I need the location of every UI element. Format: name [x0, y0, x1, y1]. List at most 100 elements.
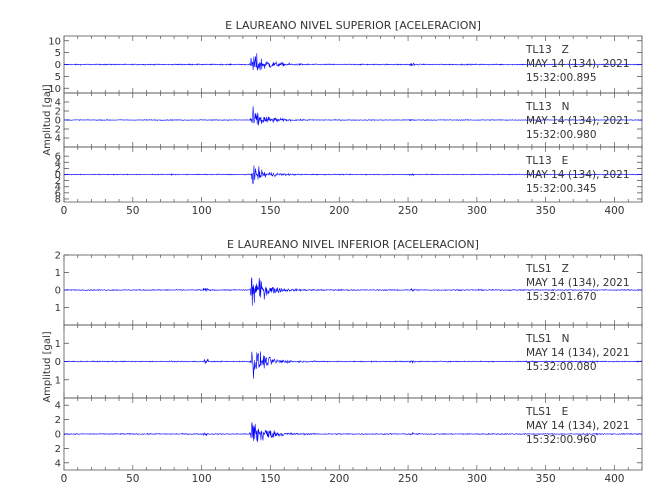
trace-annotation: TL13 N MAY 14 (134), 2021 15:32:00.980: [525, 101, 630, 141]
y-tick-label: 5: [55, 48, 61, 59]
y-tick-label: 2: [55, 125, 61, 136]
y-tick-label: 0: [55, 116, 61, 127]
station-code: TLS1: [525, 406, 552, 418]
x-tick-label: 250: [398, 205, 418, 217]
y-tick-label: 2: [55, 176, 61, 187]
y-tick-label: 5: [55, 72, 61, 83]
component-code: N: [562, 101, 570, 113]
y-axis-label: Amplitud [gal]: [42, 331, 53, 402]
y-tick-label: 0: [55, 430, 61, 441]
y-tick-label: 8: [55, 194, 61, 205]
trace-time: 15:32:01.670: [526, 291, 597, 303]
y-tick-label: 0: [55, 60, 61, 71]
trace-time: 15:32:00.960: [526, 434, 597, 446]
y-axis-label: Amplitud [gal]: [42, 84, 53, 155]
station-component-label: TL13 Z: [525, 44, 569, 56]
x-tick-label: 350: [536, 473, 556, 485]
trace-annotation: TLS1 N MAY 14 (134), 2021 15:32:00.080: [525, 333, 630, 373]
y-tick-label: 2: [55, 415, 61, 426]
trace-annotation: TLS1 E MAY 14 (134), 2021 15:32:00.960: [525, 406, 630, 446]
trace-annotation: TLS1 Z MAY 14 (134), 2021 15:32:01.670: [525, 263, 630, 303]
station-code: TL13: [525, 44, 552, 56]
waveform-tl13-e: [63, 165, 643, 185]
x-tick-label: 200: [329, 473, 349, 485]
station-component-label: TL13 E: [525, 155, 568, 167]
component-code: E: [562, 406, 569, 418]
x-tick-label: 50: [126, 473, 139, 485]
y-tick-label: 0: [55, 170, 61, 181]
component-code: E: [562, 155, 569, 167]
waveform-tl13-n: [63, 106, 643, 126]
x-tick-label: 150: [260, 205, 280, 217]
x-tick-label: 200: [329, 205, 349, 217]
y-tick-label: 4: [55, 134, 61, 145]
x-tick-label: 0: [61, 473, 68, 485]
y-tick-label: 1: [55, 339, 61, 350]
component-code: N: [562, 333, 570, 345]
waveform-tls1-e: [63, 422, 643, 443]
x-tick-label: 300: [467, 205, 487, 217]
trace-panel-tls1-e: 4 2 0 2 4 TLS1 E MAY 14 (134), 2021 15:32:00.960: [55, 397, 643, 471]
x-tick-label: 50: [126, 205, 139, 217]
trace-date: MAY 14 (134), 2021: [526, 115, 630, 127]
waveform-tls1-n: [63, 351, 643, 379]
y-tick-label: 0: [55, 286, 61, 297]
y-tick-label: 4: [55, 401, 61, 412]
chart-group-1: E LAUREANO NIVEL SUPERIOR [ACELERACION] A…: [42, 19, 643, 217]
x-tick-label: 400: [604, 205, 624, 217]
trace-time: 15:32:00.980: [526, 129, 597, 141]
x-tick-label: 400: [604, 473, 624, 485]
y-tick-label: 10: [48, 84, 61, 95]
waveform-tl13-z: [63, 53, 643, 71]
y-tick-label: 0: [55, 357, 61, 368]
y-tick-label: 2: [55, 444, 61, 455]
x-tick-label: 300: [467, 473, 487, 485]
trace-time: 15:32:00.080: [526, 361, 597, 373]
waveform-tls1-z: [63, 277, 643, 306]
component-code: Z: [562, 44, 569, 56]
y-tick-label: 4: [55, 458, 61, 469]
y-tick-label: 1: [55, 303, 61, 314]
chart-group-2: E LAUREANO NIVEL INFERIOR [ACELERACION] A…: [42, 238, 643, 485]
y-tick-label: 6: [55, 152, 61, 163]
trace-time: 15:32:00.895: [526, 72, 597, 84]
y-tick-label: 10: [48, 36, 61, 47]
y-tick-label: 1: [55, 375, 61, 386]
trace-annotation: TL13 E MAY 14 (134), 2021 15:32:00.345: [525, 155, 630, 195]
y-tick-label: 4: [55, 158, 61, 169]
y-tick-label: 4: [55, 98, 61, 109]
x-tick-label: 250: [398, 473, 418, 485]
x-tick-label: 100: [192, 473, 212, 485]
trace-time: 15:32:00.345: [526, 183, 597, 195]
y-tick-label: 2: [55, 251, 61, 262]
trace-annotation: TL13 Z MAY 14 (134), 2021 15:32:00.895: [525, 44, 630, 84]
y-tick-label: 2: [55, 107, 61, 118]
station-code: TLS1: [525, 263, 552, 275]
trace-panel-tls1-n: 1 0 1 TLS1 N MAY 14 (134), 2021 15:32:00.080: [55, 324, 643, 399]
station-component-label: TLS1 E: [525, 406, 568, 418]
x-tick-label: 350: [536, 205, 556, 217]
station-code: TL13: [525, 155, 552, 167]
trace-date: MAY 14 (134), 2021: [526, 420, 630, 432]
trace-date: MAY 14 (134), 2021: [526, 277, 630, 289]
station-code: TL13: [525, 101, 552, 113]
chart-title: E LAUREANO NIVEL INFERIOR [ACELERACION]: [227, 238, 479, 251]
station-component-label: TLS1 N: [525, 333, 569, 345]
station-component-label: TLS1 Z: [525, 263, 569, 275]
chart-title: E LAUREANO NIVEL SUPERIOR [ACELERACION]: [225, 19, 481, 32]
x-tick-label: 100: [192, 205, 212, 217]
station-code: TLS1: [525, 333, 552, 345]
x-tick-label: 150: [260, 473, 280, 485]
y-tick-label: 1: [55, 268, 61, 279]
trace-date: MAY 14 (134), 2021: [526, 347, 630, 359]
y-tick-label: 4: [55, 182, 61, 193]
trace-date: MAY 14 (134), 2021: [526, 169, 630, 181]
y-tick-label: 6: [55, 188, 61, 199]
x-tick-label: 0: [61, 205, 68, 217]
station-component-label: TL13 N: [525, 101, 569, 113]
trace-date: MAY 14 (134), 2021: [526, 58, 630, 70]
